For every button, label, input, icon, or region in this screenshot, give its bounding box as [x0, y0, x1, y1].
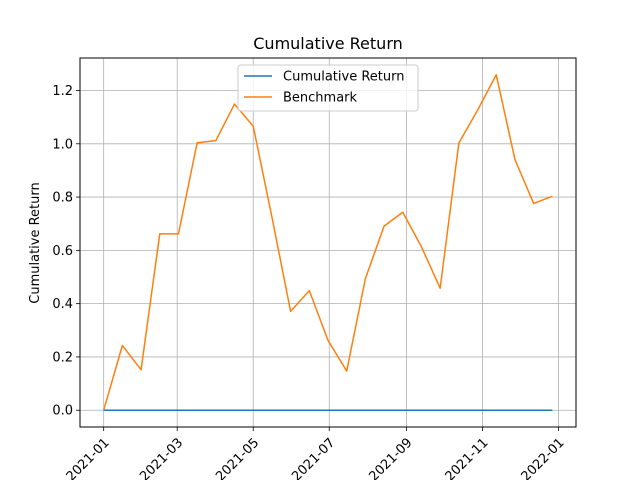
y-tick-label: 0.6: [52, 244, 73, 259]
y-tick-label: 1.0: [52, 137, 73, 152]
y-tick-label: 1.2: [52, 84, 73, 99]
y-tick-label: 0.0: [52, 404, 73, 419]
legend-box: [237, 64, 419, 112]
legend: Cumulative Return Benchmark: [237, 64, 419, 112]
y-axis-label: Cumulative Return: [28, 182, 43, 303]
legend-label-cumulative-return: Cumulative Return: [283, 70, 404, 85]
series-layer: [102, 74, 553, 411]
plot-area: [80, 58, 576, 427]
legend-label-benchmark: Benchmark: [283, 91, 358, 106]
y-tick-label: 0.4: [52, 297, 73, 312]
y-tick-label: 0.8: [52, 191, 73, 206]
axes-frame: [79, 57, 577, 428]
y-tick-label: 0.2: [52, 350, 73, 365]
chart-title: Cumulative Return: [253, 34, 403, 53]
y-ticks: 0.0 0.2 0.4 0.6 0.8 1.0 1.2: [52, 84, 80, 419]
series-line-benchmark: [102, 74, 553, 411]
